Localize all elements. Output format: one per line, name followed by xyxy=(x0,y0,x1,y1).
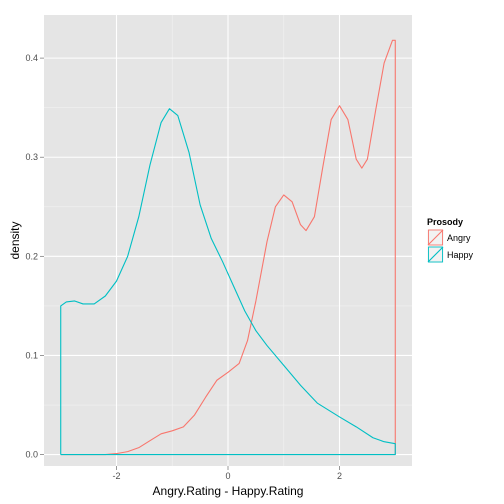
legend: Prosody Angry Happy xyxy=(426,217,474,264)
legend-label: Angry xyxy=(447,233,471,243)
y-tick-label: 0.3 xyxy=(25,152,38,162)
x-axis: -2 0 2 xyxy=(112,466,342,481)
legend-items: Angry Happy xyxy=(426,228,474,264)
series-line-happy xyxy=(60,108,396,456)
legend-label: Happy xyxy=(447,250,474,260)
legend-key-line xyxy=(427,246,444,263)
x-tick-label: 0 xyxy=(225,471,230,481)
y-tick-label: 0.4 xyxy=(25,53,38,63)
y-tick-label: 0.2 xyxy=(25,251,38,261)
y-tick-label: 0.1 xyxy=(25,350,38,360)
legend-key-outline xyxy=(428,229,443,246)
legend-key-outline xyxy=(428,246,443,263)
series-line-angry xyxy=(60,39,396,456)
x-axis-title: Angry.Rating - Happy.Rating xyxy=(153,484,304,498)
major-gridlines xyxy=(44,15,412,466)
legend-title: Prosody xyxy=(427,217,463,227)
y-tick-label: 0.0 xyxy=(25,450,38,460)
legend-item-happy: Happy xyxy=(426,245,474,264)
y-axis: 0.0 0.1 0.2 0.3 0.4 xyxy=(25,53,44,460)
series-layer xyxy=(60,39,396,456)
legend-item-angry: Angry xyxy=(426,228,471,247)
legend-key-line xyxy=(427,229,444,246)
x-tick-label: -2 xyxy=(112,471,120,481)
y-axis-title: density xyxy=(8,221,22,259)
x-tick-label: 2 xyxy=(337,471,342,481)
